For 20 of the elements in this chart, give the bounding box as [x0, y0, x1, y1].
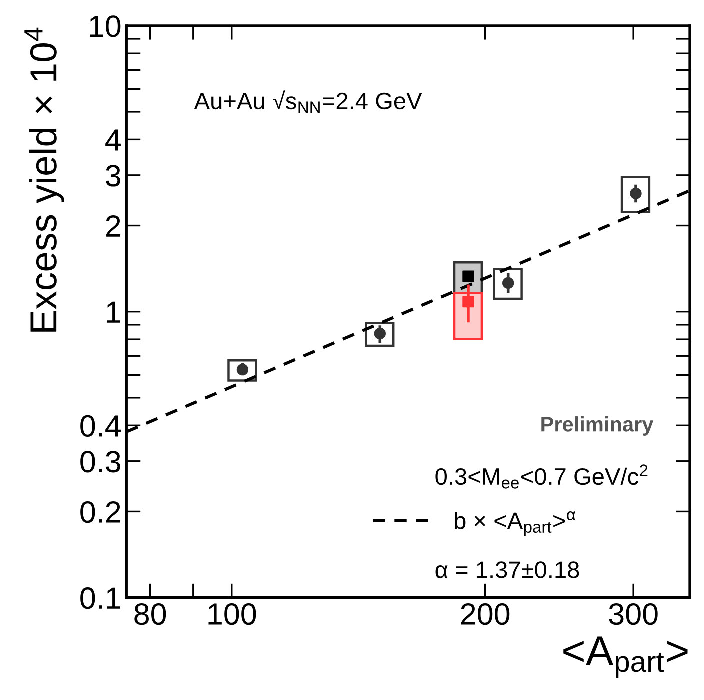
y-tick-label: 0.1 [80, 588, 120, 610]
y-tick-label: 0.3 [80, 451, 121, 473]
y-tick-label: 1 [107, 302, 120, 323]
x-tick-label: 100 [208, 603, 256, 626]
y-tick-label: 0.2 [80, 501, 120, 524]
x-tick-label: 80 [134, 603, 166, 626]
x-tick-label: 200 [461, 603, 510, 626]
x-tick-label: 300 [609, 603, 658, 626]
annotation: Au+Au √s$_{NN}$=2.4 GeV [194, 90, 422, 114]
x-axis-title: <A$_{part}$> [564, 636, 688, 678]
y-tick-label: 2 [106, 216, 120, 237]
y-tick-label: 0.4 [80, 415, 121, 438]
y-tick-label: 10 [90, 16, 121, 38]
y-tick-label: 3 [106, 165, 121, 187]
legend-label: b × <A$_{part}$>$^{α}$ [455, 511, 576, 536]
y-axis-title: Excess yield × 10$^{4}$ [24, 28, 64, 332]
annotation: α = 1.37±0.18 [436, 562, 580, 578]
annotation: Preliminary [542, 416, 654, 436]
y-tick-label: 4 [106, 130, 121, 151]
annotation: 0.3<M$_{ee}$<0.7 GeV/c$^{2}$ [436, 464, 648, 489]
